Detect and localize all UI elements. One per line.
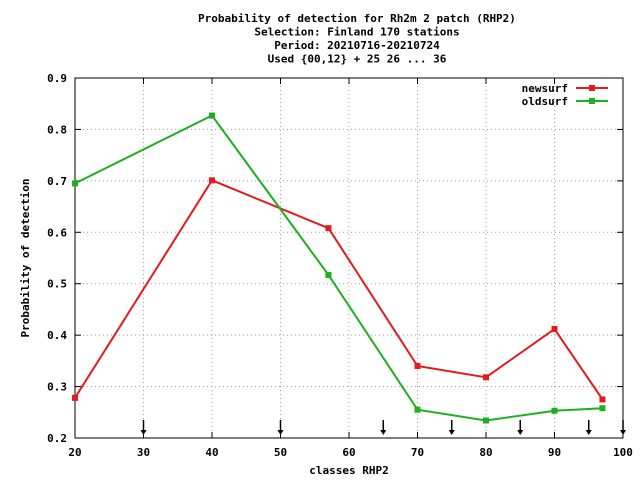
legend-label-newsurf: newsurf	[522, 82, 568, 95]
data-point-newsurf	[325, 225, 332, 232]
title-line-2: Period: 20210716-20210724	[274, 39, 440, 52]
data-point-newsurf	[483, 374, 489, 381]
y-tick-label: 0.7	[47, 175, 67, 188]
class-boundary-arrow	[277, 420, 284, 435]
class-boundary-arrow	[585, 420, 592, 435]
x-axis: 20 30 40 50 60 70 80 90 100	[68, 78, 633, 459]
legend-label-oldsurf: oldsurf	[522, 95, 568, 108]
title-line-1: Selection: Finland 170 stations	[254, 26, 459, 39]
title-line-3: Used {00,12} + 25 26 ... 36	[268, 53, 447, 66]
data-point-oldsurf	[551, 407, 558, 414]
title-line-0: Probability of detection for Rh2m 2 patc…	[198, 12, 516, 25]
class-boundary-arrow	[448, 420, 455, 435]
data-point-oldsurf	[599, 405, 606, 412]
y-tick-label: 0.4	[47, 329, 67, 342]
x-tick-label: 20	[68, 446, 81, 459]
x-tick-label: 100	[613, 446, 633, 459]
data-point-oldsurf	[414, 406, 421, 413]
y-tick-label: 0.3	[47, 381, 67, 394]
data-point-oldsurf	[209, 112, 215, 119]
x-tick-label: 30	[137, 446, 150, 459]
y-tick-label: 0.2	[47, 432, 67, 445]
class-boundary-arrow	[620, 420, 626, 435]
x-tick-label: 40	[205, 446, 218, 459]
x-tick-label: 90	[548, 446, 561, 459]
data-point-newsurf	[551, 325, 558, 332]
x-tick-label: 80	[479, 446, 492, 459]
data-point-newsurf	[209, 177, 215, 184]
y-tick-label: 0.5	[47, 278, 67, 291]
y-axis: 0.2 0.3 0.4 0.5 0.6 0.7 0.8 0.9	[47, 72, 623, 445]
data-point-oldsurf	[483, 417, 489, 424]
y-axis-label: Probability of detection	[19, 179, 32, 338]
chart-title: Probability of detection for Rh2m 2 patc…	[198, 12, 516, 66]
series-line-oldsurf	[74, 114, 603, 422]
data-point-newsurf	[414, 363, 421, 369]
chart-series	[72, 112, 606, 424]
x-tick-label: 50	[274, 446, 287, 459]
data-point-oldsurf	[72, 180, 78, 187]
data-point-oldsurf	[325, 271, 332, 278]
chart-grid	[75, 78, 623, 438]
x-tick-label: 60	[342, 446, 355, 459]
y-tick-label: 0.9	[47, 72, 67, 85]
legend-marker-oldsurf	[589, 98, 595, 104]
class-boundary-arrow	[140, 420, 147, 435]
y-tick-label: 0.6	[47, 226, 67, 239]
class-boundary-arrow	[517, 420, 524, 435]
class-boundary-arrow	[380, 420, 387, 435]
class-markers	[140, 420, 626, 435]
legend-marker-newsurf	[589, 85, 595, 91]
data-point-newsurf	[599, 396, 606, 403]
y-tick-label: 0.8	[47, 123, 67, 136]
x-axis-label: classes RHP2	[309, 464, 388, 477]
data-point-newsurf	[72, 394, 78, 401]
x-tick-label: 70	[411, 446, 424, 459]
